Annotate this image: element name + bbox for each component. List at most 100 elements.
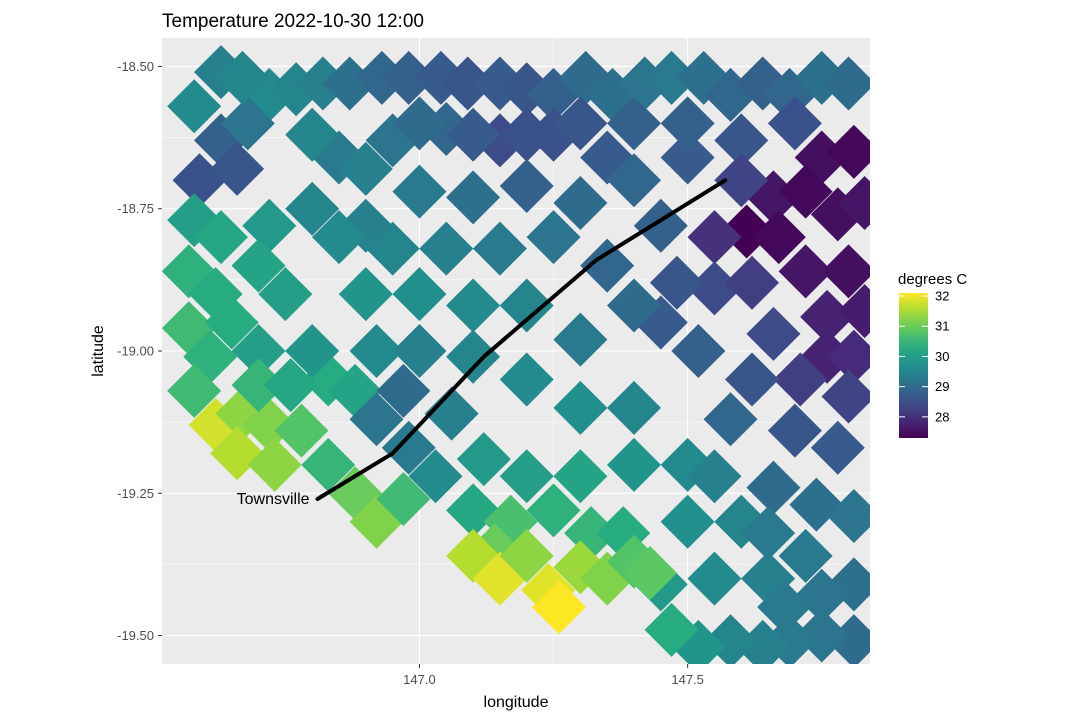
heatmap-cell	[242, 198, 297, 253]
heatmap-cell	[220, 96, 275, 151]
heatmap-cell	[671, 619, 726, 664]
heatmap-cell	[553, 96, 608, 151]
heatmap-cell	[644, 602, 699, 657]
legend-label: 32	[935, 289, 949, 304]
heatmap-cell	[714, 153, 769, 208]
x-axis-title: longitude	[484, 694, 549, 711]
heatmap-cell	[826, 124, 870, 179]
heatmap-cell	[162, 301, 216, 356]
heatmap-cell	[338, 267, 393, 322]
heatmap-cell	[826, 489, 870, 544]
heatmap-cell	[231, 358, 286, 413]
heatmap-cell	[725, 352, 779, 407]
heatmap-cell	[553, 449, 608, 504]
heatmap-cell	[376, 363, 431, 418]
heatmap-cell	[821, 369, 870, 424]
heatmap-cell	[767, 96, 822, 151]
heatmap-cell	[499, 528, 554, 583]
heatmap-cell	[381, 420, 436, 475]
heatmap-cell	[408, 449, 463, 504]
y-tick-label: -19.50	[117, 628, 154, 643]
heatmap-cell	[365, 221, 420, 276]
heatmap-cell	[285, 181, 340, 236]
heatmap-cells	[162, 45, 870, 664]
heatmap-cell	[778, 244, 833, 299]
heatmap-cell	[215, 50, 270, 105]
heatmap-cell	[194, 210, 248, 265]
heatmap-cell	[735, 619, 790, 664]
x-tick-label: 147.0	[403, 672, 436, 687]
heatmap-cell	[338, 141, 393, 196]
heatmap-cell	[263, 358, 318, 413]
heatmap-cell	[644, 50, 699, 105]
heatmap-cell	[392, 164, 447, 219]
heatmap-cell	[810, 420, 865, 475]
townsville-label: Townsville	[237, 491, 310, 508]
legend-label: 30	[935, 349, 949, 364]
legend-label: 28	[935, 409, 949, 424]
heatmap-cell	[526, 483, 581, 538]
heatmap-cell	[349, 324, 404, 378]
heatmap-cell	[365, 113, 420, 168]
heatmap-cell	[446, 329, 501, 384]
heatmap-cell	[607, 278, 661, 333]
heatmap-cell	[392, 96, 447, 151]
chart-title: Temperature 2022-10-30 12:00	[162, 11, 424, 32]
heatmap-cell	[419, 221, 474, 276]
heatmap-cell	[837, 176, 870, 231]
y-tick-label: -19.00	[117, 344, 154, 359]
heatmap-cell	[167, 79, 222, 134]
legend-label: 31	[935, 319, 949, 334]
heatmap-cell	[687, 449, 742, 504]
heatmap-cell	[499, 449, 554, 504]
heatmap-cell	[274, 403, 329, 458]
heatmap-cell	[553, 380, 608, 435]
heatmap-cell	[751, 210, 806, 265]
heatmap-cell	[312, 210, 366, 265]
heatmap-cell	[526, 210, 581, 265]
heatmap-cell	[746, 306, 801, 361]
heatmap-cell	[247, 437, 302, 492]
heatmap-cell	[301, 437, 356, 492]
heatmap-cell	[607, 153, 661, 208]
y-tick-label: -18.50	[117, 59, 154, 74]
heatmap-cell	[381, 50, 436, 105]
heatmap-cell	[687, 261, 742, 316]
heatmap-cell	[499, 278, 554, 333]
heatmap-cell	[446, 107, 501, 162]
heatmap-cell	[553, 176, 608, 231]
heatmap-cell	[472, 221, 527, 276]
heatmap-cell	[767, 403, 822, 458]
heatmap-cell	[285, 107, 340, 162]
heatmap-cell	[215, 386, 270, 441]
heatmap-cell	[623, 545, 678, 600]
heatmap-cell	[660, 130, 715, 185]
heatmap-cell	[210, 141, 265, 196]
heatmap-cell	[472, 56, 527, 111]
heatmap-cell	[285, 324, 340, 378]
heatmap-cell	[821, 56, 870, 111]
heatmap-cell	[714, 113, 769, 168]
x-axis: 147.0 147.5	[403, 664, 704, 687]
heatmap-cell	[231, 238, 286, 293]
heatmap-cell	[392, 267, 447, 322]
legend-colorbar	[899, 293, 928, 438]
heatmap-cell	[826, 557, 870, 612]
heatmap-cell	[553, 312, 608, 367]
heatmap-cell	[349, 494, 404, 549]
y-tick-label: -19.25	[117, 486, 154, 501]
heatmap-cell	[531, 580, 586, 635]
heatmap-cell	[349, 392, 404, 447]
heatmap-cell	[204, 295, 259, 350]
heatmap-cell	[472, 551, 527, 606]
heatmap-cell	[778, 528, 833, 583]
heatmap-cell	[671, 324, 726, 378]
heatmap-cell	[424, 386, 479, 441]
heatmap-cell	[167, 363, 222, 418]
y-axis-title: latitude	[90, 325, 107, 377]
heatmap-cell	[826, 614, 870, 664]
heatmap-cell	[778, 164, 833, 219]
heatmap-cell	[499, 107, 554, 162]
heatmap-cell	[649, 255, 704, 310]
